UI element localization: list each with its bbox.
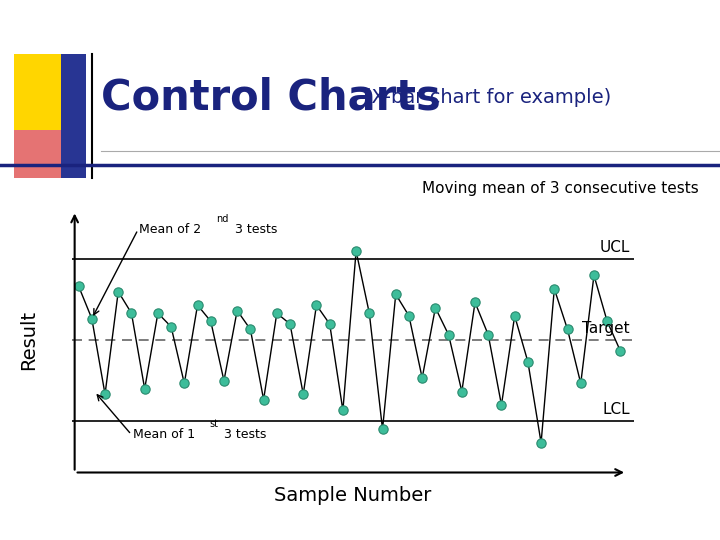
Point [245,325,256,334]
Point [549,285,560,293]
Point [284,320,296,328]
Point [271,309,282,318]
Point [73,282,84,291]
Text: Result: Result [19,310,38,370]
Point [126,309,138,318]
Text: Target: Target [582,321,629,336]
Point [416,374,428,382]
Point [324,320,336,328]
Point [469,298,481,307]
Point [351,247,362,255]
Point [218,376,230,385]
Point [179,379,190,388]
Point [536,438,547,447]
Point [139,384,150,393]
Point [430,303,441,312]
Text: nd: nd [216,214,228,224]
Point [562,325,573,334]
Text: Mean of 1: Mean of 1 [132,428,195,441]
Point [231,306,243,315]
Point [509,312,521,320]
Point [575,379,587,388]
Point [615,347,626,355]
Point [364,309,375,318]
Text: Control Charts: Control Charts [101,76,441,118]
Point [258,395,269,404]
Point [456,387,467,396]
Point [601,317,613,326]
Point [166,322,177,331]
Point [522,357,534,366]
Point [403,312,415,320]
Point [297,390,309,399]
Point [311,301,323,309]
Point [99,390,111,399]
Point [588,271,600,280]
Text: st: st [210,419,218,429]
X-axis label: Sample Number: Sample Number [274,487,431,505]
Text: Mean of 2: Mean of 2 [140,223,202,236]
Point [337,406,348,415]
Text: 3 tests: 3 tests [230,223,277,236]
Point [495,401,507,409]
Point [205,317,217,326]
Text: (X-bar chart for example): (X-bar chart for example) [364,87,611,107]
Point [443,330,454,339]
Point [482,330,494,339]
Point [86,314,98,323]
Text: UCL: UCL [599,240,629,255]
Point [112,287,124,296]
Point [377,425,388,434]
Text: LCL: LCL [602,402,629,417]
Point [192,301,203,309]
Point [152,309,163,318]
Point [390,290,402,299]
Text: 3 tests: 3 tests [220,428,266,441]
Text: Moving mean of 3 consecutive tests: Moving mean of 3 consecutive tests [422,181,698,196]
